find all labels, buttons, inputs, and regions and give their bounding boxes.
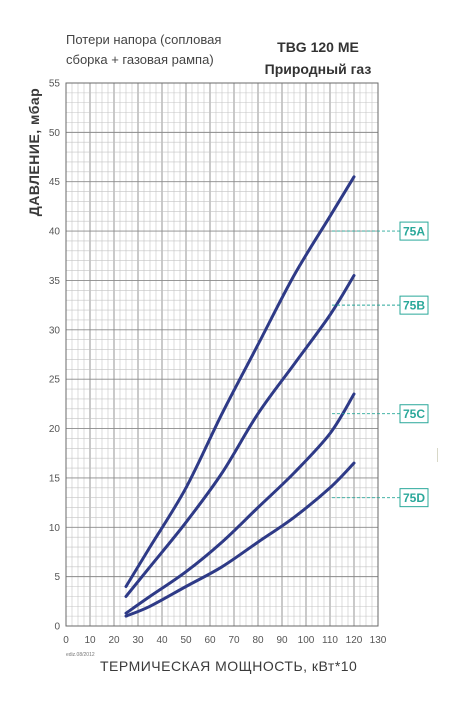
chart-subtitle: Потери напора (сопловая сборка + газовая… bbox=[66, 30, 266, 70]
x-tick-label: 30 bbox=[132, 635, 144, 646]
series-callouts: 75A 75B 75C 75D bbox=[332, 221, 429, 508]
series-line-75a bbox=[124, 175, 356, 588]
page-edge-mark bbox=[437, 448, 438, 462]
y-tick-label: 20 bbox=[49, 424, 61, 435]
y-axis-label: ДАВЛЕНИЕ, мбар bbox=[26, 87, 42, 217]
series-label-75c: 75C bbox=[403, 407, 425, 421]
y-tick-label: 45 bbox=[49, 177, 61, 188]
x-tick-label: 130 bbox=[370, 635, 387, 646]
series-lines bbox=[124, 175, 356, 618]
x-axis-label: ТЕРМИЧЕСКАЯ МОЩНОСТЬ, кВт*10 bbox=[100, 658, 358, 674]
model-name: TBG 120 ME bbox=[277, 39, 359, 55]
x-tick-label: 0 bbox=[63, 635, 69, 646]
y-tick-label: 10 bbox=[49, 523, 61, 534]
y-tick-label: 50 bbox=[49, 128, 61, 139]
x-tick-label: 80 bbox=[252, 635, 264, 646]
y-tick-label: 35 bbox=[49, 276, 61, 287]
callout-box-75b bbox=[399, 295, 429, 315]
callout-box-75c bbox=[399, 404, 429, 424]
x-tick-label: 70 bbox=[228, 635, 240, 646]
plot-frame bbox=[65, 82, 379, 627]
y-tick-label: 40 bbox=[49, 227, 61, 238]
y-tick-label: 55 bbox=[49, 79, 61, 90]
fuel-type: Природный газ bbox=[264, 61, 372, 77]
series-label-75d: 75D bbox=[403, 491, 425, 505]
series-label-75b: 75B bbox=[403, 299, 425, 313]
series-line-75c bbox=[124, 392, 356, 615]
tick-labels: 0 10 20 30 40 50 60 70 80 90 100 110 120 130 0 5 10 15 20 2… bbox=[49, 79, 387, 647]
x-tick-label: 100 bbox=[298, 635, 315, 646]
series-line-75d bbox=[124, 461, 356, 618]
callout-box-75d bbox=[399, 488, 429, 508]
series-line-75b bbox=[124, 274, 356, 598]
x-tick-label: 90 bbox=[276, 635, 288, 646]
y-tick-label: 30 bbox=[49, 325, 61, 336]
x-tick-label: 120 bbox=[346, 635, 363, 646]
y-tick-label: 0 bbox=[54, 622, 60, 633]
subtitle-line-2: сборка + газовая рампа) bbox=[66, 52, 214, 67]
subtitle-line-1: Потери напора (сопловая bbox=[66, 32, 222, 47]
x-tick-label: 10 bbox=[84, 635, 96, 646]
y-tick-label: 25 bbox=[49, 375, 61, 386]
x-tick-label: 110 bbox=[322, 635, 338, 646]
x-tick-label: 60 bbox=[204, 635, 216, 646]
y-tick-label: 15 bbox=[49, 473, 61, 484]
model-title: TBG 120 ME Природный газ bbox=[253, 36, 383, 80]
x-tick-label: 20 bbox=[108, 635, 120, 646]
callout-box-75a bbox=[399, 221, 429, 241]
series-label-75a: 75A bbox=[403, 225, 425, 239]
x-tick-label: 50 bbox=[180, 635, 192, 646]
x-tick-label: 40 bbox=[156, 635, 168, 646]
y-tick-label: 5 bbox=[54, 572, 60, 583]
edition-note: ediz.08/2012 bbox=[66, 652, 95, 658]
